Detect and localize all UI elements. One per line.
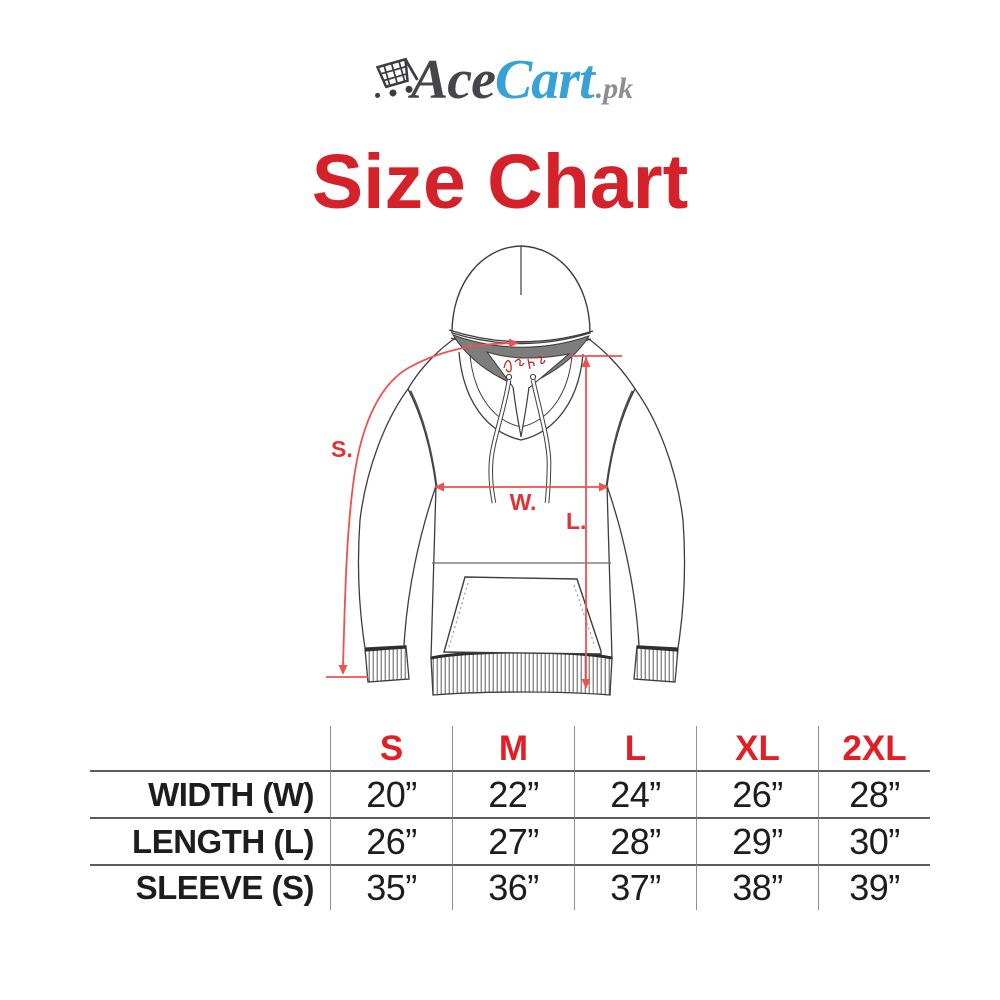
measurement-lines: S. W. L. [326,338,622,689]
hoodie-measurement-diagram: S. W. L. [326,245,686,696]
brand-name-secondary: Cart [494,49,595,111]
table-cell: 29” [696,817,818,864]
length-measure-label: L. [566,508,586,534]
table-cell: 28” [574,817,696,864]
table-cell: 24” [574,770,696,817]
row-label-length: LENGTH (L) [90,817,330,864]
brand-name-primary: Ace [410,49,496,111]
kangaroo-pocket [443,576,602,655]
column-header-2xl: 2XL [818,726,930,770]
brand-tld: .pk [595,72,634,105]
shopping-cart-icon [374,57,419,98]
column-header-s: S [330,726,452,770]
column-header-m: M [452,726,574,770]
table-cell: 37” [574,864,696,910]
column-header-l: L [574,726,696,770]
table-cell: 35” [330,864,452,910]
table-cell: 26” [330,817,452,864]
size-table: S M L XL 2XL WIDTH (W) 20” 22” 24” 26” 2… [90,726,930,910]
column-header-xl: XL [696,726,818,770]
hoodie-hem [430,650,613,696]
table-cell: 22” [452,770,574,817]
row-label-sleeve: SLEEVE (S) [90,864,330,910]
table-cell: 27” [452,817,574,864]
row-label-width: WIDTH (W) [90,770,330,817]
width-measure-label: W. [510,489,537,515]
table-cell: 30” [818,817,930,864]
table-cell: 28” [818,770,930,817]
table-cell: 26” [696,770,818,817]
table-cell: 38” [696,864,818,910]
page-title: Size Chart [311,139,689,225]
header-empty-cell [90,726,330,770]
brand-logo: Ace Cart .pk [0,42,1000,112]
table-cell: 20” [330,770,452,817]
collar-brand-logo [503,355,546,373]
table-cell: 39” [818,864,930,910]
table-cell: 36” [452,864,574,910]
sleeve-measure-label: S. [331,436,353,462]
hoodie-hood [448,245,594,441]
hoodie-sleeves [357,387,686,683]
drawstrings [488,379,552,504]
